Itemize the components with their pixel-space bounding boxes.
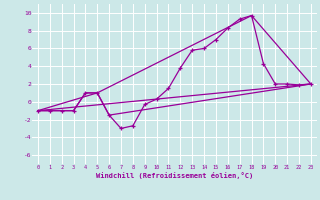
X-axis label: Windchill (Refroidissement éolien,°C): Windchill (Refroidissement éolien,°C)	[96, 172, 253, 179]
